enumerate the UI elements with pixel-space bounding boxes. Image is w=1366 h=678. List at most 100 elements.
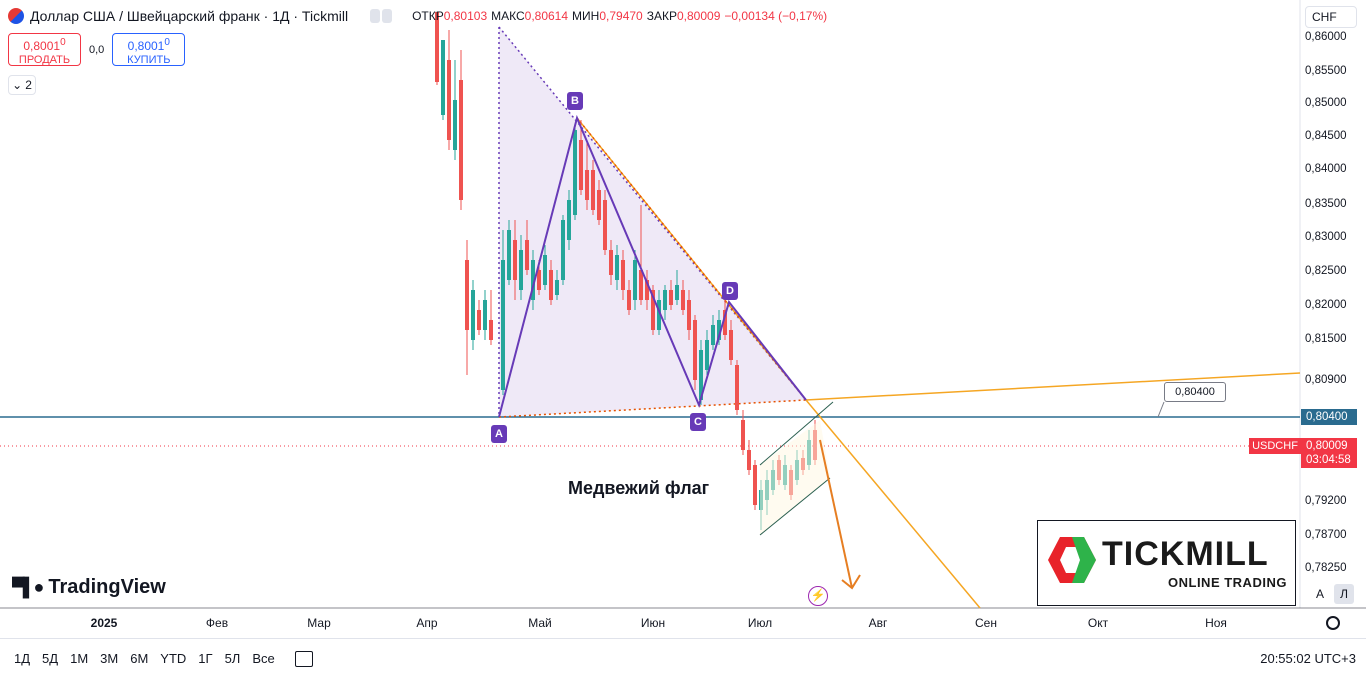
candle-body [621,260,625,290]
tv-mark-icon: ▀▌● [12,577,44,597]
point-d-label[interactable]: D [722,282,738,300]
candle-body [735,365,739,410]
candle-body [729,330,733,360]
auto-scale-button[interactable]: A [1315,587,1324,601]
bear-flag-annotation[interactable]: Медвежий флаг [568,478,710,498]
candle-body [507,230,511,280]
candle-body [717,320,721,340]
ohlc-change: −0,00134 (−0,17%) [724,9,828,23]
flag-fill [760,420,830,535]
candle-body [747,450,751,470]
range-button[interactable]: 1Д [14,651,31,666]
range-button[interactable]: Все [252,651,275,666]
legend: Доллар США / Швейцарский франк · 1Д · Ti… [8,8,827,24]
flag-upper-line [759,401,834,466]
clock[interactable]: 20:55:02 UTC+3 [1260,651,1356,666]
candle-body [663,290,667,310]
price-tick-label: 0,78250 [1305,562,1347,574]
zigzag-pattern-line [498,114,807,418]
downtrend-dotted [576,117,807,401]
buy-button[interactable]: 0,80010 КУПИТЬ [112,33,186,66]
ohlc-low: МИН0,79470 [572,9,643,23]
candle-body [687,300,691,330]
candle-body [477,310,481,330]
candle-body [591,170,595,210]
symbol-title[interactable]: Доллар США / Швейцарский франк · 1Д · Ti… [30,8,349,24]
candle-body [561,220,565,280]
candle-body [453,100,457,150]
price-tick-label: 0,79200 [1305,495,1347,507]
candle-body [537,270,541,290]
range-button[interactable]: 1М [70,651,89,666]
eye-icon[interactable] [370,9,381,23]
bear-arrow-shaft [819,439,853,589]
candle-body [639,270,643,300]
candle-body [633,260,637,300]
ohlc-high: МАКС0,80614 [491,9,569,23]
trade-panel: 0,80010 ПРОДАТЬ 0,0 0,80010 КУПИТЬ [8,33,186,66]
extension-line [805,372,1301,401]
candle-body [627,290,631,310]
price-tick-label: 0,85000 [1305,97,1347,109]
range-button[interactable]: 1Г [198,651,213,666]
support-dotted [498,399,807,418]
range-button[interactable]: 5Д [42,651,59,666]
tradingview-logo[interactable]: ▀▌● TradingView [12,576,166,598]
point-a-label[interactable]: A [491,425,507,443]
bar-countdown: 03:04:58 [1301,452,1357,468]
candle-body [489,320,493,340]
candle-body [471,290,475,340]
candle-body [573,130,577,215]
bear-arrow-head [841,574,861,590]
candle-body [459,80,463,200]
candle-body [579,140,583,190]
candle-body [465,260,469,330]
time-tick-label: Фев [205,616,229,630]
candle-body [645,280,649,300]
candle-body [723,310,727,335]
candle-body [651,290,655,330]
settings-gear-icon[interactable] [1326,616,1340,630]
tickmill-brand: TICKMILL [1102,535,1269,573]
ohlc-open: ОТКР0,80103 [412,9,488,23]
candle-body [693,320,697,380]
candle-body [501,260,505,390]
range-button[interactable]: 6М [130,651,149,666]
range-button[interactable]: 5Л [224,651,241,666]
time-tick-label: Апр [416,616,438,630]
candle-body [705,340,709,370]
candle-body [513,240,517,280]
lightning-icon[interactable]: ⚡ [808,586,828,606]
time-tick-label: Июн [640,616,666,630]
calendar-icon[interactable] [294,650,313,667]
candle-body [447,60,451,140]
callout-pointer [1157,401,1165,418]
point-c-label[interactable]: C [690,413,706,431]
symbol-flag-icon [8,8,24,24]
spread-value: 0,0 [89,43,105,56]
chart-canvas[interactable] [0,0,1366,638]
currency-select[interactable]: CHF [1305,6,1357,28]
collapse-indicators-button[interactable]: ⌄ 2 [8,75,36,95]
candle-body [597,190,601,220]
ohlc-close: ЗАКР0,80009 [646,9,721,23]
range-button[interactable]: 3М [100,651,119,666]
log-scale-button[interactable]: Л [1334,584,1354,604]
flag-lower-line [759,477,831,536]
range-buttons: 1Д 5Д 1М 3М 6М YTD 1Г 5Л Все [8,651,281,666]
price-tick-label: 0,84500 [1305,130,1347,142]
candle-body [741,420,745,450]
range-button[interactable]: YTD [160,651,187,666]
legend-buttons[interactable] [370,9,393,23]
menu-icon[interactable] [382,9,393,23]
candle-body [441,40,445,115]
candle-body [615,255,619,280]
price-tick-label: 0,82500 [1305,265,1347,277]
candle-body [609,250,613,275]
candle-body [525,240,529,270]
point-b-label[interactable]: B [567,92,583,110]
price-callout[interactable]: 0,80400 [1164,382,1226,402]
time-tick-label: Окт [1087,616,1109,630]
sell-button[interactable]: 0,80010 ПРОДАТЬ [8,33,81,66]
